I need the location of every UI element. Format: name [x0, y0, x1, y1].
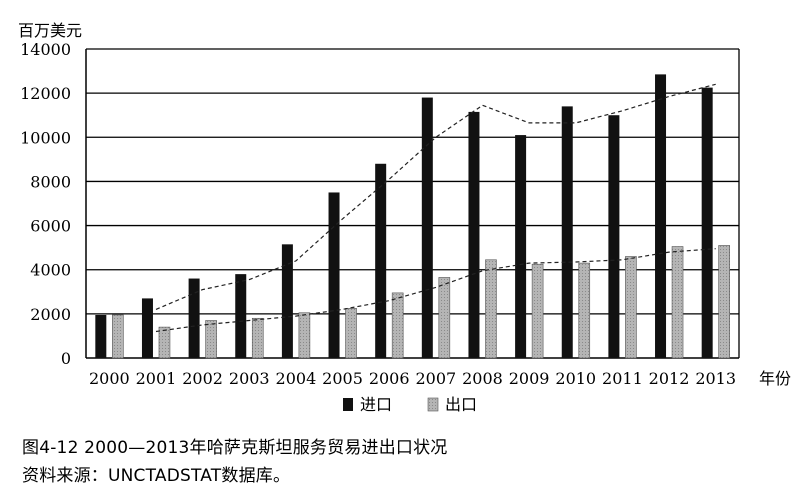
bar-import [655, 74, 667, 358]
bar-import [701, 87, 713, 358]
y-tick-label: 0 [61, 349, 71, 368]
y-tick-label: 10000 [20, 128, 71, 147]
bar-export [485, 259, 497, 359]
y-tick-label: 8000 [30, 172, 71, 191]
bar-import [95, 314, 107, 358]
bar-import [561, 106, 573, 358]
trendline-export [155, 248, 716, 333]
y-tick-label: 12000 [20, 84, 71, 103]
y-tick-label: 2000 [30, 305, 71, 324]
x-tick-label: 2005 [322, 369, 363, 388]
bar-export [531, 263, 544, 359]
x-tick-label: 2009 [509, 369, 550, 388]
x-tick-label: 2008 [462, 369, 503, 388]
bar-export [298, 312, 311, 359]
y-tick-label: 14000 [20, 40, 71, 59]
x-tick-label: 2004 [276, 369, 317, 388]
bar-export [251, 317, 264, 359]
legend-swatch-import [343, 398, 353, 411]
x-tick-label: 2012 [649, 369, 690, 388]
x-tick-label: 2010 [555, 369, 596, 388]
y-tick-label: 6000 [30, 217, 71, 236]
bar-export [438, 277, 451, 359]
bar-import [188, 278, 200, 358]
x-tick-label: 2002 [182, 369, 223, 388]
trendline-import [155, 83, 716, 310]
bar-export [578, 262, 591, 359]
bar-export [158, 326, 171, 359]
bar-import [375, 163, 387, 358]
bar-export [345, 308, 357, 359]
bar-export [625, 256, 637, 359]
legend-swatch-export [427, 397, 439, 412]
x-tick-label: 2000 [89, 369, 130, 388]
x-tick-label: 2013 [695, 369, 736, 388]
bar-import [421, 97, 433, 359]
x-tick-label: 2001 [136, 369, 177, 388]
y-tick-label: 4000 [30, 261, 71, 280]
x-tick-label: 2003 [229, 369, 270, 388]
bar-import [281, 244, 293, 358]
bar-export [718, 245, 730, 359]
bar-export [112, 314, 124, 359]
bar-import [468, 111, 480, 359]
x-axis-label: 年份 [759, 369, 791, 388]
x-tick-label: 2006 [369, 369, 410, 388]
x-tick-label: 2007 [415, 369, 456, 388]
bar-export [671, 246, 684, 359]
legend-label-import: 进口 [360, 395, 392, 414]
bar-import [515, 135, 527, 358]
bar-import [141, 298, 153, 358]
legend-label-export: 出口 [445, 395, 477, 414]
bar-export [205, 320, 217, 359]
y-axis-label: 百万美元 [18, 21, 82, 40]
bar-export [391, 292, 404, 359]
source-note: 资料来源：UNCTADSTAT数据库。 [22, 466, 291, 486]
bar-import [328, 192, 340, 358]
bar-import [608, 115, 620, 358]
x-tick-label: 2011 [602, 369, 643, 388]
bar-import [235, 274, 247, 358]
figure-caption: 图4-12 2000—2013年哈萨克斯坦服务贸易进出口状况 [22, 438, 448, 458]
